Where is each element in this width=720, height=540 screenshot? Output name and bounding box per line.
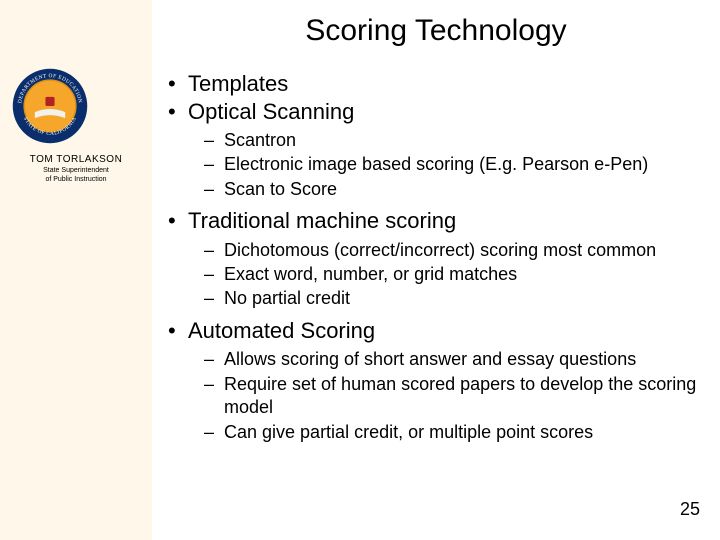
sub-bullet-item: Require set of human scored papers to de…	[224, 373, 712, 420]
sub-bullet-item: Dichotomous (correct/incorrect) scoring …	[224, 239, 712, 262]
bullet-item: Automated Scoring Allows scoring of shor…	[188, 317, 712, 444]
bullet-item: Templates	[188, 70, 712, 98]
sub-bullet-item: Electronic image based scoring (E.g. Pea…	[224, 153, 712, 176]
slide: DEPARTMENT OF EDUCATION STATE OF CALIFOR…	[0, 0, 720, 540]
bullet-text: Traditional machine scoring	[188, 208, 456, 233]
sub-bullet-item: Can give partial credit, or multiple poi…	[224, 421, 712, 444]
slide-title: Scoring Technology	[152, 14, 720, 48]
bullet-text: Optical Scanning	[188, 99, 354, 124]
sub-bullet-item: Scantron	[224, 129, 712, 152]
sidebar: DEPARTMENT OF EDUCATION STATE OF CALIFOR…	[0, 0, 152, 540]
dept-education-seal: DEPARTMENT OF EDUCATION STATE OF CALIFOR…	[12, 68, 88, 144]
sub-bullet-item: Exact word, number, or grid matches	[224, 263, 712, 286]
bullet-text: Templates	[188, 71, 288, 96]
author-subtitle: State Superintendent of Public Instructi…	[0, 167, 152, 185]
sub-bullet-item: Allows scoring of short answer and essay…	[224, 348, 712, 371]
author-name: TOM TORLAKSON	[0, 154, 152, 165]
content-list: Templates Optical Scanning Scantron Elec…	[162, 70, 712, 450]
page-number: 25	[680, 499, 700, 520]
bullet-item: Traditional machine scoring Dichotomous …	[188, 207, 712, 311]
main-panel: Scoring Technology Templates Optical Sca…	[152, 0, 720, 540]
sub-bullet-item: No partial credit	[224, 287, 712, 310]
bullet-item: Optical Scanning Scantron Electronic ima…	[188, 98, 712, 202]
sub-bullet-item: Scan to Score	[224, 178, 712, 201]
bullet-text: Automated Scoring	[188, 318, 375, 343]
